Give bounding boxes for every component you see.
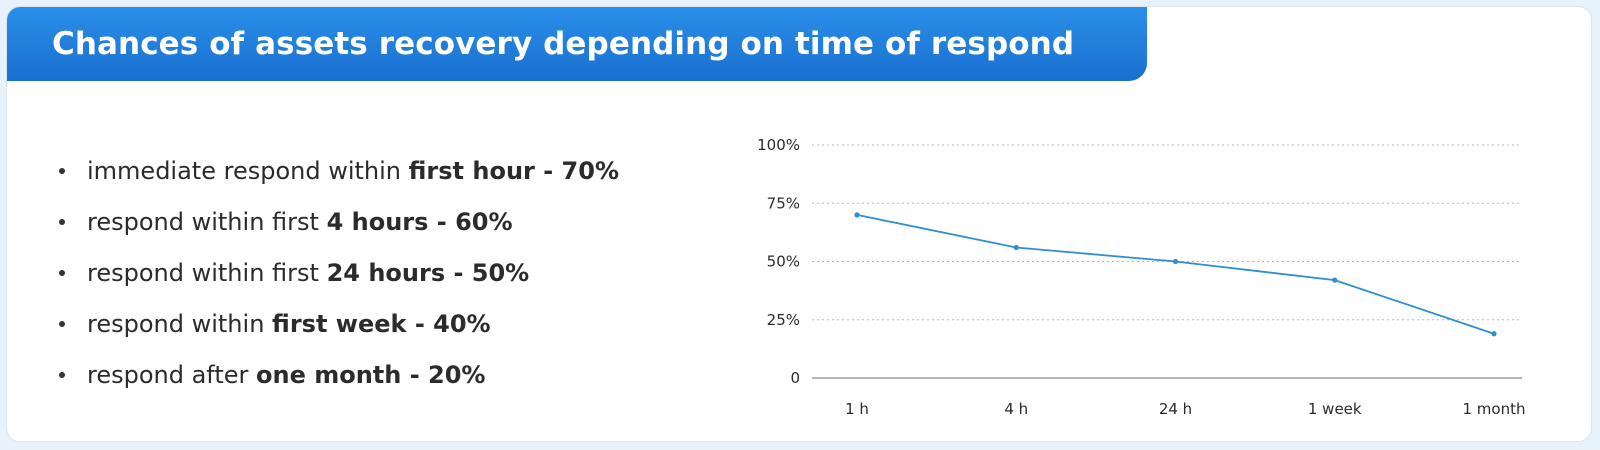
bullet-prefix: respond within [87,309,273,338]
x-tick-label: 1 month [1463,400,1526,418]
y-tick-label: 100% [757,136,800,154]
bullet-emphasis: 24 hours - 50% [326,258,530,287]
data-point [1491,331,1497,337]
series-line [856,214,1495,335]
data-point [854,212,860,218]
y-tick-label: 50% [767,253,800,271]
data-point [1172,258,1179,265]
bullet-prefix: respond after [87,360,257,389]
bullet-icon [59,371,65,378]
recovery-line-chart: 0 25% 50% 75% 100% 1 h 4 h 24 h 1 week 1 month [742,125,1542,429]
list-item: respond within first 4 hours - 60% [59,196,619,247]
bullet-prefix: immediate respond within [87,156,409,185]
bullet-emphasis: one month - 20% [256,360,486,389]
data-point [1013,244,1019,251]
bullet-emphasis: first hour - 70% [408,156,619,185]
y-tick-label: 75% [767,194,800,212]
x-tick-label: 1 week [1308,400,1362,418]
bullet-emphasis: 4 hours - 60% [326,207,513,236]
list-item: respond after one month - 20% [59,349,619,400]
list-item: respond within first 24 hours - 50% [59,247,619,298]
recovery-chances-card: Chances of assets recovery depending on … [6,6,1592,442]
bullet-icon [59,269,65,276]
y-tick-label: 0 [790,369,800,387]
x-tick-label: 4 h [1004,400,1028,418]
x-tick-label: 24 h [1159,400,1192,418]
page-title: Chances of assets recovery depending on … [52,26,1075,62]
x-tick-label: 1 h [845,400,869,418]
recovery-bullet-list: immediate respond within first hour - 70… [59,145,619,400]
list-item: immediate respond within first hour - 70… [59,145,619,196]
chart-svg: 0 25% 50% 75% 100% 1 h 4 h 24 h 1 week 1 month [757,136,1526,418]
bullet-prefix: respond within first [87,207,327,236]
bullet-prefix: respond within first [87,258,327,287]
data-point [1332,277,1338,283]
bullet-icon [59,320,65,327]
title-banner: Chances of assets recovery depending on … [7,7,1147,81]
list-item: respond within first week - 40% [59,298,619,349]
bullet-icon [59,218,65,225]
bullet-icon [59,167,65,174]
bullet-emphasis: first week - 40% [272,309,491,338]
y-tick-label: 25% [767,311,800,329]
